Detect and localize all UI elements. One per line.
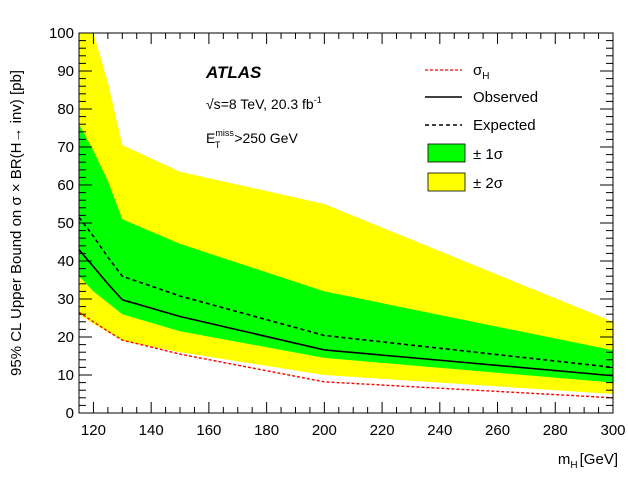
x-tick-label: 280 [543, 422, 568, 439]
y-axis-label: 95% CL Upper Bound on σ × BR(H→ inv) [pb… [8, 70, 25, 376]
legend-band1-label: ± 1σ [473, 146, 504, 163]
y-tick-label: 20 [57, 329, 74, 346]
legend-observed-label: Observed [473, 89, 538, 106]
observed-line [78, 249, 614, 377]
expected-line [78, 216, 614, 369]
x-tick-label: 260 [485, 422, 510, 439]
y-tick-label: 40 [57, 253, 74, 270]
legend-expected-label: Expected [473, 117, 536, 134]
x-axis-label: mH [GeV] [558, 451, 618, 471]
sigma-h-line [78, 311, 614, 399]
y-tick-label: 70 [57, 139, 74, 156]
axes: 120 140 160 180 200 220 240 260 280 300 0 10 20 30 40 5… [49, 25, 626, 439]
y-tick-label: 30 [57, 291, 74, 308]
legend: σH Observed Expected ± 1σ ± 2σ [425, 62, 538, 192]
legend-band2-swatch [427, 172, 466, 192]
y-tick-label: 90 [57, 63, 74, 80]
y-tick-label: 10 [57, 367, 74, 384]
legend-sigma-h-label: σH [473, 62, 490, 82]
x-tick-label: 240 [427, 422, 452, 439]
x-tick-label: 160 [196, 422, 221, 439]
legend-band2-label: ± 2σ [473, 175, 504, 192]
x-tick-label: 180 [254, 422, 279, 439]
cut-label: Emiss T >250 GeV [206, 128, 298, 150]
x-tick-label: 140 [139, 422, 164, 439]
band-1sigma [79, 124, 613, 383]
y-tick-label: 100 [49, 25, 74, 42]
x-tick-label: 120 [81, 422, 106, 439]
energy-label: √s=8 TeV, 20.3 fb-1 [206, 95, 322, 112]
x-tick-label: 220 [370, 422, 395, 439]
y-tick-label: 0 [66, 405, 74, 422]
y-tick-label: 80 [57, 101, 74, 118]
x-tick-label: 200 [312, 422, 337, 439]
atlas-label: ATLAS [205, 63, 262, 82]
y-tick-label: 60 [57, 177, 74, 194]
y-tick-label: 50 [57, 215, 74, 232]
limit-lines [78, 216, 614, 399]
x-tick-label: 300 [600, 422, 625, 439]
uncertainty-bands [79, 33, 613, 394]
legend-band1-swatch [427, 143, 466, 163]
